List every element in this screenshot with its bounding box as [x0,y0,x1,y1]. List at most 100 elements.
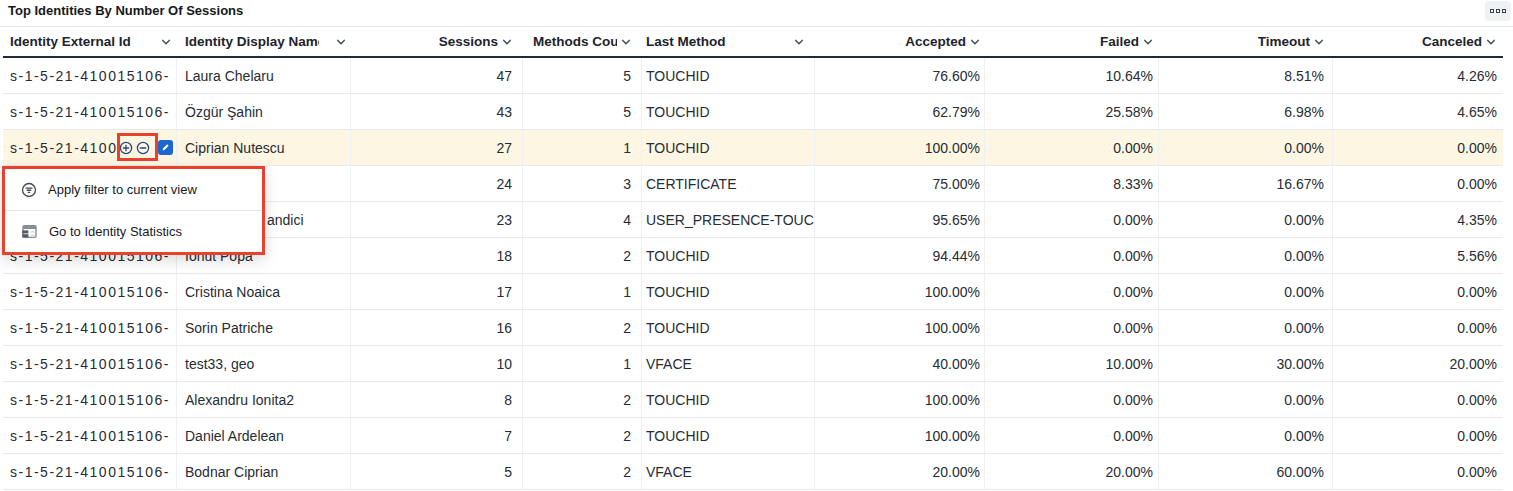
cell-sessions: 43 [351,94,523,129]
cell-identity-display-name: test33, geo [177,346,351,381]
cell-sessions: 17 [351,274,523,309]
cell-last-method: TOUCHID [642,310,815,345]
cell-methods-count: 5 [523,94,642,129]
pencil-icon [161,143,170,152]
table-row[interactable]: s-1-5-21-410015106- Alexandru Ionita2 8 … [3,382,1503,418]
cell-methods-count: 1 [523,346,642,381]
zoom-out-filter-icon[interactable] [136,141,150,155]
cell-accepted: 100.00% [815,382,985,417]
cell-failed: 20.00% [985,454,1159,489]
cell-last-method: USER_PRESENCE-TOUC [642,202,815,237]
cell-last-method: CERTIFICATE [642,166,815,201]
cell-identity-display-name: Daniel Ardelean [177,418,351,453]
cell-identity-display-name: Cristina Noaica [177,274,351,309]
table-row[interactable]: s-1-5-21-410015106- Sorin Patriche 16 2 … [3,310,1503,346]
cell-failed: 0.00% [985,238,1159,273]
menu-item-label: Go to Identity Statistics [49,224,182,239]
cell-canceled: 0.00% [1333,418,1503,453]
cell-sessions: 16 [351,310,523,345]
cell-identity-display-name: Alexandru Ionita2 [177,382,351,417]
cell-sessions: 27 [351,130,523,165]
column-header[interactable]: Canceled [1333,27,1503,56]
table-row[interactable]: s-1-5-21-410015106- Bodnar Ciprian 5 2 V… [3,454,1503,490]
cell-accepted: 100.00% [815,418,985,453]
cell-sessions: 10 [351,346,523,381]
menu-item-label: Apply filter to current view [48,182,197,197]
cell-identity-external-id: s-1-5-21-410015106- [3,418,177,453]
cell-last-method: TOUCHID [642,274,815,309]
sort-chevron-icon [160,36,172,48]
sort-chevron-icon [1485,36,1497,48]
cell-identity-display-name: Özgür Şahin [177,94,351,129]
cell-accepted: 20.00% [815,454,985,489]
column-header[interactable]: Accepted [815,27,985,56]
table-row[interactable]: s-1-5-21-410015106- Özgür Şahin 43 5 TOU… [3,94,1503,130]
zoom-in-filter-icon[interactable] [119,141,133,155]
cell-identity-external-id: s-1-5-21-410015106- [3,382,177,417]
cell-canceled: 0.00% [1333,310,1503,345]
cell-failed: 0.00% [985,130,1159,165]
column-header[interactable]: Timeout [1159,27,1333,56]
cell-methods-count: 1 [523,274,642,309]
cell-accepted: 100.00% [815,274,985,309]
cell-sessions: 23 [351,202,523,237]
cell-methods-count: 1 [523,130,642,165]
cell-timeout: 0.00% [1159,274,1333,309]
cell-canceled: 0.00% [1333,454,1503,489]
panel-title: Top Identities By Number Of Sessions [8,3,243,18]
cell-last-method: TOUCHID [642,382,815,417]
cell-sessions: 47 [351,58,523,93]
column-header[interactable]: Identity Display Name [177,27,351,56]
menu-item-apply-filter[interactable]: Apply filter to current view [5,169,262,210]
cell-identity-external-id: s-1-5-21-410015106- [3,94,177,129]
table-row[interactable]: s-1-5-21-410015106- Daniel Ardelean 7 2 … [3,418,1503,454]
cell-sessions: 7 [351,418,523,453]
cell-identity-external-id: s-1-5-21-410015106- [3,58,177,93]
sort-chevron-icon [1313,36,1325,48]
column-header[interactable]: Identity External Id [3,27,177,56]
cell-accepted: 94.44% [815,238,985,273]
cell-identity-display-name: Ciprian Nutescu [177,130,351,165]
column-header[interactable]: Last Method [642,27,815,56]
column-header[interactable]: Failed [985,27,1159,56]
cell-last-method: TOUCHID [642,94,815,129]
cell-sessions: 5 [351,454,523,489]
cell-timeout: 60.00% [1159,454,1333,489]
cell-failed: 8.33% [985,166,1159,201]
filter-circle-icon [21,182,37,198]
column-header[interactable]: Methods Count [523,27,642,56]
sort-chevron-icon [501,36,513,48]
cell-accepted: 100.00% [815,310,985,345]
cell-failed: 0.00% [985,418,1159,453]
cell-canceled: 0.00% [1333,166,1503,201]
cell-methods-count: 4 [523,202,642,237]
cell-identity-display-name: Laura Chelaru [177,58,351,93]
menu-item-identity-statistics[interactable]: Go to Identity Statistics [5,211,262,252]
cell-accepted: 100.00% [815,130,985,165]
table-row[interactable]: s-1-5-21-410015106- Laura Chelaru 47 5 T… [3,58,1503,94]
sort-chevron-icon [793,36,805,48]
edit-button[interactable] [158,140,173,155]
cell-methods-count: 3 [523,166,642,201]
cell-last-method: TOUCHID [642,238,815,273]
sort-chevron-icon [1142,36,1154,48]
cell-timeout: 0.00% [1159,418,1333,453]
cell-identity-external-id: s-1-5-21-410015106- [3,310,177,345]
table-row[interactable]: s-1-5-21-410015106- test33, geo 10 1 VFA… [3,346,1503,382]
sort-chevron-icon [335,36,347,48]
cell-canceled: 0.00% [1333,130,1503,165]
panel-options-button[interactable] [1485,1,1511,21]
cell-accepted: 75.00% [815,166,985,201]
cell-canceled: 4.35% [1333,202,1503,237]
table-row[interactable]: s-1-5-21-4100 Ciprian Nutescu 27 1 TOUCH… [3,130,1503,166]
cell-failed: 0.00% [985,202,1159,237]
column-header[interactable]: Sessions [351,27,523,56]
cell-accepted: 76.60% [815,58,985,93]
cell-timeout: 0.00% [1159,382,1333,417]
statistics-table-icon [21,223,38,240]
cell-last-method: TOUCHID [642,418,815,453]
cell-last-method: TOUCHID [642,58,815,93]
context-menu: Apply filter to current view Go to Ident… [2,166,265,255]
cell-failed: 0.00% [985,274,1159,309]
table-row[interactable]: s-1-5-21-410015106- Cristina Noaica 17 1… [3,274,1503,310]
